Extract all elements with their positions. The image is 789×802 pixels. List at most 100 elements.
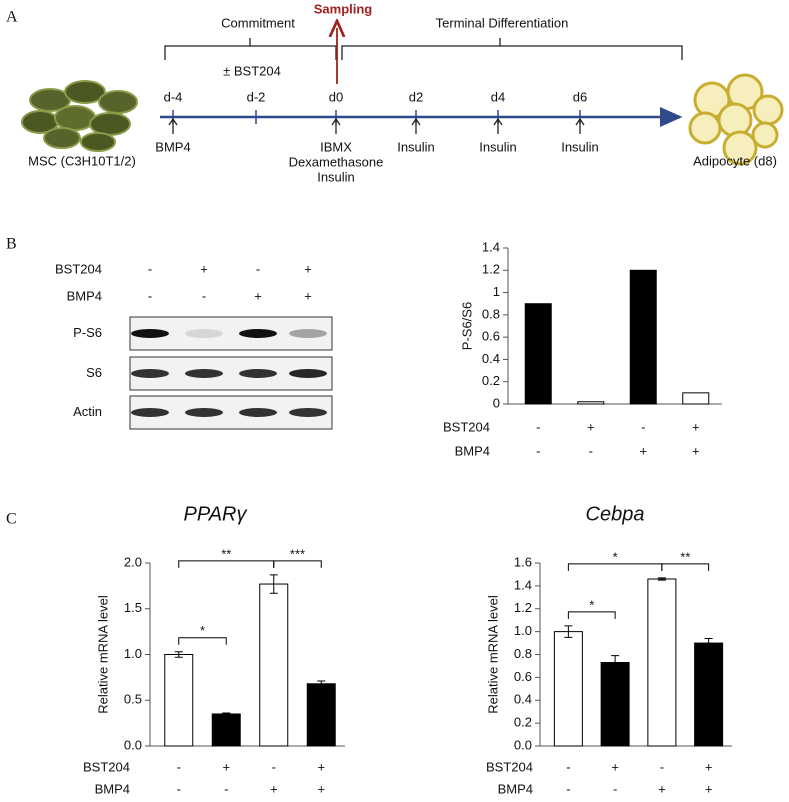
blot-band [239,329,277,338]
y-tick-label: 0.8 [482,306,500,321]
treatment-arrow [575,117,585,134]
chart-title: Cebpa [586,503,645,525]
condition-sign: - [536,443,540,458]
significance-bracket [273,560,322,568]
condition-name: BMP4 [455,443,490,458]
condition-sign: - [224,781,228,796]
y-axis-label: Relative mRNA level [95,595,110,714]
treatment-text: Insulin [397,139,435,154]
significance-label: * [200,623,205,638]
condition-sign: + [304,288,312,303]
y-tick-label: 0.5 [124,692,142,707]
y-tick-label: 0.4 [482,351,500,366]
condition-sign: - [148,288,152,303]
treatment-text: Insulin [479,139,517,154]
condition-sign: + [611,759,619,774]
blot-band [289,408,327,417]
treatment-text: Insulin [317,169,355,184]
condition-name: BST204 [443,419,490,434]
condition-name: BMP4 [95,781,130,796]
y-tick-label: 1 [493,284,500,299]
treatment-arrow [331,117,341,134]
treatment-arrow [168,117,178,134]
condition-name: BMP4 [67,288,102,303]
treatment-text: BMP4 [155,139,190,154]
chart-title: PPARγ [184,503,248,525]
error-bar [222,712,231,716]
day-label: d-2 [247,89,266,104]
blot-band [239,369,277,378]
bar [682,392,710,405]
significance-bracket [178,560,275,568]
y-tick-label: 2.0 [124,554,142,569]
significance-label: ** [221,546,231,561]
error-bar [317,680,326,688]
bar [600,662,630,747]
condition-sign: + [705,781,713,796]
significance-bracket [178,637,227,645]
condition-sign: - [536,419,540,434]
bar [647,578,677,747]
y-tick-label: 0.0 [124,737,142,752]
y-tick-label: 0.0 [514,737,532,752]
error-bar [657,577,666,581]
error-bar [564,625,573,638]
y-tick-label: 0.6 [514,669,532,684]
y-tick-label: 0.4 [514,692,532,707]
panel-label: B [6,236,17,253]
bar [164,654,194,747]
start-cell: MSC (C3H10T1/2) [28,153,136,168]
significance-label: * [589,597,594,612]
condition-name: BST204 [83,759,130,774]
condition-sign: + [692,443,700,458]
treatment-text: Insulin [561,139,599,154]
y-tick-label: 0 [493,395,500,410]
y-tick-label: 1.0 [514,623,532,638]
condition-name: BST204 [55,261,102,276]
bar [553,631,583,747]
day-label: d0 [329,89,343,104]
condition-sign: - [272,759,276,774]
y-tick-label: 1.2 [482,262,500,277]
significance-label: ** [680,549,690,564]
y-axis-label: P-S6/S6 [459,302,474,350]
blot-label: S6 [86,365,102,380]
condition-sign: + [222,759,230,774]
significance-label: * [613,549,618,564]
blot-band [289,329,327,338]
error-bar [269,574,278,594]
condition-sign: - [177,759,181,774]
msc-cells [21,80,138,152]
significance-bracket [661,563,710,571]
condition-sign: + [639,443,647,458]
sampling-label: Sampling [314,1,373,16]
bar [306,683,336,747]
day-label: d2 [409,89,423,104]
condition-sign: + [270,781,278,796]
day-label: d4 [491,89,505,104]
significance-bracket [567,611,616,619]
condition-sign: - [256,261,260,276]
condition-sign: + [692,419,700,434]
western-blot: BST204 - + - + BMP4 - - + + P-S6 S6 Actin [55,261,333,430]
treatment-text: Dexamethasone [289,154,384,169]
bar [524,303,552,405]
condition-sign: + [200,261,208,276]
end-cell: Adipocyte (d8) [693,153,777,168]
terminal-label: Terminal Differentiation [436,15,569,30]
condition-sign: - [589,443,593,458]
blot-band [185,329,223,338]
y-tick-label: 1.6 [514,554,532,569]
y-tick-label: 0.6 [482,329,500,344]
panel-label: C [6,511,17,528]
bar [577,401,605,405]
y-tick-label: 0.2 [514,715,532,730]
blot-label: Actin [73,404,102,419]
condition-sign: + [317,781,325,796]
charts: P-S6/S6 0 0.2 0.4 0.6 0.8 1 1.2 1.4 BST204 - + - + BMP… [83,239,732,796]
condition-name: BMP4 [498,781,533,796]
treatment-label: ± BST204 [223,63,281,78]
commitment-label: Commitment [221,15,295,30]
